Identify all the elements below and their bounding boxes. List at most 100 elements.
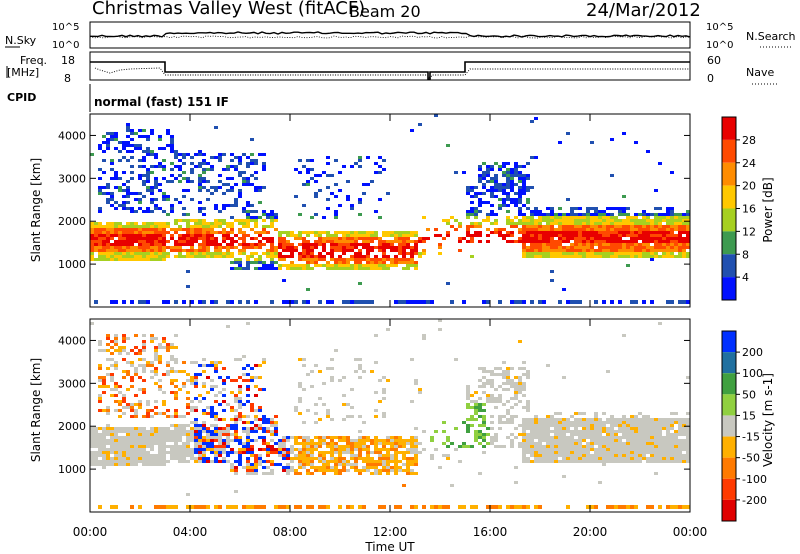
data-cell [158,162,162,165]
xtick-label: 20:00 [573,525,608,539]
data-cell [510,385,514,388]
data-cell [614,442,618,445]
data-cell [326,162,330,165]
data-cell [198,460,202,463]
data-cell [114,177,118,180]
data-cell [382,376,386,379]
data-cell [618,210,622,213]
data-cell [214,385,218,388]
data-cell [626,222,630,225]
data-cell [226,168,230,171]
colorbar-swatch [722,352,736,374]
data-cell [262,210,266,213]
data-cell [218,433,222,436]
data-cell [226,189,230,192]
data-cell [358,234,362,237]
data-cell [682,427,686,430]
data-cell [442,237,446,240]
data-cell [142,439,146,442]
data-cell [626,430,630,433]
data-cell [646,237,650,240]
data-cell [170,424,174,427]
data-cell [506,409,510,412]
data-cell [546,246,550,249]
data-cell [210,222,214,225]
data-cell [114,385,118,388]
data-cell [306,460,310,463]
data-cell [242,451,246,454]
data-cell [126,370,130,373]
data-cell [478,204,482,207]
data-cell [634,240,638,243]
data-cell [106,141,110,144]
data-cell [270,300,274,304]
data-cell [310,442,314,445]
data-cell [170,367,174,370]
data-cell [142,150,146,153]
data-cell [330,240,334,243]
data-cell [102,409,106,412]
data-cell [122,255,126,258]
data-cell [162,400,166,403]
data-cell [142,159,146,162]
data-cell [526,418,530,421]
data-cell [186,234,190,237]
xtick-label: 00:00 [73,525,108,539]
data-cell [562,225,566,228]
data-cell [222,204,226,207]
data-cell [530,300,534,304]
data-cell [138,234,142,237]
data-cell [262,243,266,246]
data-cell [394,255,398,258]
data-cell [654,436,658,439]
data-cell [294,469,298,472]
data-cell [362,192,366,195]
data-cell [198,505,202,509]
data-cell [626,219,630,222]
nave-tick-bottom: 0 [707,72,714,85]
data-cell [106,192,110,195]
cpid-panel: CPID normal (fast) 151 IF [7,84,229,112]
data-cell [226,433,230,436]
data-cell [478,379,482,382]
data-cell [518,192,522,195]
data-cell [594,234,598,237]
data-cell [610,231,614,234]
data-cell [286,436,290,439]
colorbar-swatch [722,117,736,140]
data-cell [482,445,486,448]
data-cell [214,207,218,210]
data-cell [298,264,302,267]
data-cell [574,219,578,222]
data-cell [586,252,590,255]
data-cell [506,388,510,391]
data-cell [142,222,146,225]
data-cell [418,240,422,243]
data-cell [518,445,522,448]
data-cell [642,246,646,249]
data-cell [238,454,242,457]
data-cell [342,439,346,442]
data-cell [674,448,678,451]
data-cell [410,358,414,361]
data-cell [334,195,338,198]
data-cell [590,436,594,439]
data-cell [678,222,682,225]
data-cell [214,237,218,240]
data-cell [546,207,550,210]
data-cell [166,430,170,433]
data-cell [106,243,110,246]
data-cell [102,255,106,258]
data-cell [122,234,126,237]
data-cell [338,243,342,246]
data-cell [266,249,270,252]
data-cell [250,448,254,451]
data-cell [670,460,674,463]
data-cell [446,505,450,509]
data-cell [182,162,186,165]
data-cell [622,448,626,451]
data-cell [486,213,490,216]
data-cell [562,288,566,291]
data-cell [642,252,646,255]
data-cell [166,349,170,352]
